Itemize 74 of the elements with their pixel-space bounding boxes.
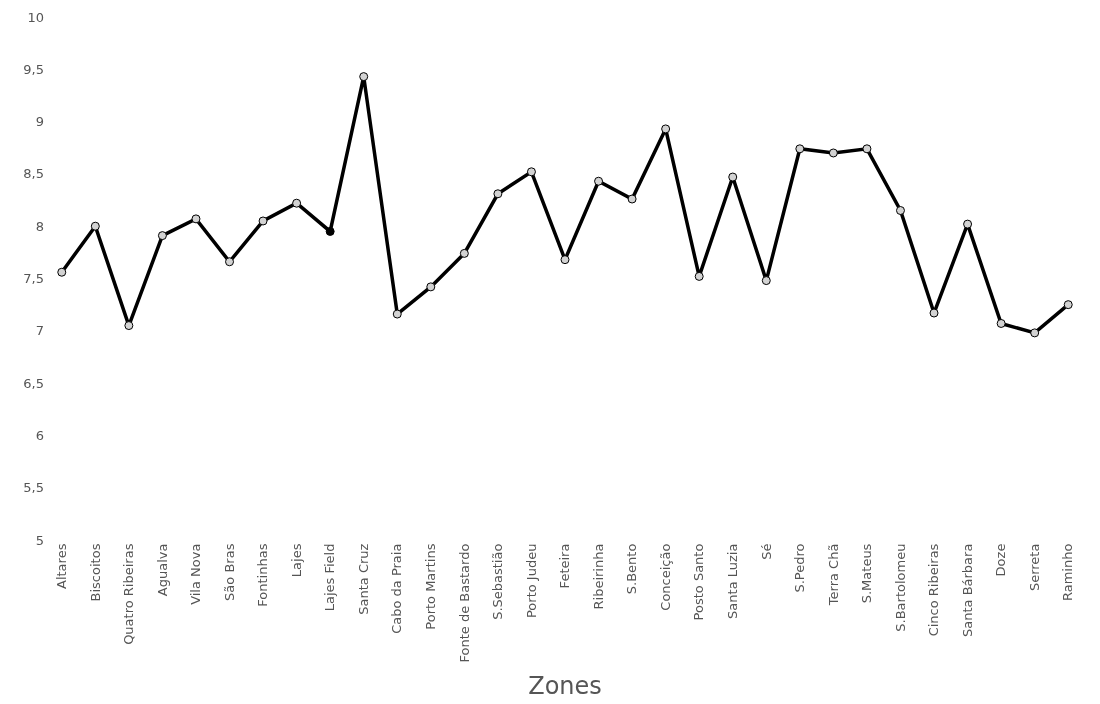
point [392, 309, 402, 319]
point [124, 321, 134, 331]
point [292, 198, 302, 208]
point [929, 308, 939, 318]
point [594, 176, 604, 186]
x-tick-label: Terra Chã [825, 543, 841, 607]
x-tick-label: Santa Luzia [724, 543, 740, 619]
y-tick-label: 5 [35, 532, 44, 548]
x-tick-label: S.Mateus [859, 543, 875, 604]
y-tick-label: 6 [35, 427, 44, 443]
x-tick-label: Fonte de Bastardo [456, 543, 472, 663]
x-tick-label: Cabo da Praia [389, 543, 405, 634]
point [1030, 328, 1040, 338]
y-tick-label: 8,5 [23, 166, 44, 182]
point [57, 267, 67, 277]
x-tick-label: S.Bento [624, 543, 640, 595]
point [426, 282, 436, 292]
point [359, 72, 369, 82]
x-tick-label: Conceição [657, 543, 673, 611]
x-tick-label: Santa Cruz [355, 543, 371, 615]
x-tick-label: S.Sebastião [490, 543, 506, 620]
x-tick-label: S.Bartolomeu [892, 543, 908, 632]
x-tick-label: Fontinhas [255, 543, 271, 607]
point [694, 271, 704, 281]
y-tick-label: 9,5 [23, 61, 44, 77]
x-tick-label: São Bras [221, 543, 237, 601]
x-tick-label: Agualva [154, 543, 170, 597]
point [761, 276, 771, 286]
point [225, 257, 235, 267]
x-tick-label: Lajes Field [322, 543, 338, 612]
point [795, 144, 805, 154]
point [895, 206, 905, 216]
x-tick-label: Quatro Ribeiras [121, 543, 137, 645]
y-tick-label: 5,5 [23, 480, 44, 496]
x-tick-label: Serreta [1026, 543, 1042, 592]
x-tick-label: Biscoitos [87, 543, 103, 602]
y-tick-label: 7,5 [23, 271, 44, 287]
y-tick-label: 9 [35, 114, 44, 130]
point [459, 248, 469, 258]
point [1063, 300, 1073, 310]
point [828, 148, 838, 158]
point [258, 216, 268, 226]
x-tick-label: Feteira [557, 543, 573, 589]
point [90, 221, 100, 231]
x-tick-label: Vila Nova [188, 543, 204, 605]
x-tick-label: Altares [53, 543, 69, 590]
x-tick-label: Lajes [288, 543, 304, 578]
point [627, 194, 637, 204]
point [560, 255, 570, 265]
x-tick-label: Santa Bárbara [959, 543, 975, 638]
point [526, 167, 536, 177]
x-tick-label: Cinco Ribeiras [926, 543, 942, 637]
point [996, 318, 1006, 328]
point [862, 144, 872, 154]
x-tick-label: Doze [993, 543, 1009, 577]
point [661, 124, 671, 134]
point [157, 231, 167, 241]
point [963, 219, 973, 229]
x-tick-label: Sé [758, 543, 774, 560]
point [325, 226, 335, 236]
x-axis-title: Zones [528, 671, 602, 700]
y-tick-label: 8 [35, 218, 44, 234]
x-tick-label: Porto Martins [423, 543, 439, 630]
x-tick-label: Posto Santo [691, 543, 707, 621]
y-tick-label: 6,5 [23, 375, 44, 391]
point [728, 172, 738, 182]
point [191, 214, 201, 224]
y-tick-label: 7 [35, 323, 44, 339]
x-tick-label: Porto Judeu [523, 543, 539, 619]
x-tick-label: Raminho [1060, 543, 1076, 602]
point [493, 189, 503, 199]
x-tick-label: S.Pedro [792, 543, 808, 593]
x-tick-label: Ribeirinha [590, 543, 606, 610]
y-tick-label: 10 [27, 9, 44, 25]
